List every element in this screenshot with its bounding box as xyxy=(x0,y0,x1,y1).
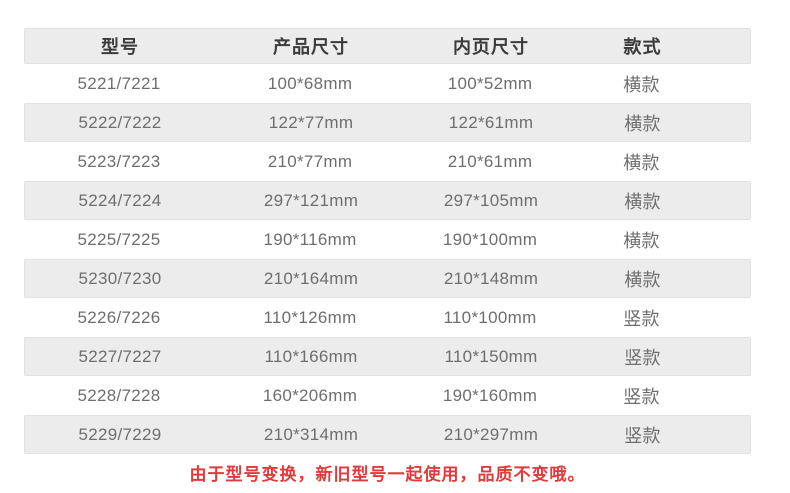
table-row: 5224/7224 297*121mm 297*105mm 横款 xyxy=(24,181,751,220)
model-cell: 5221/7221 xyxy=(77,73,161,93)
product-size-cell: 210*164mm xyxy=(263,268,359,288)
table-row: 5228/7228 160*206mm 190*160mm 竖款 xyxy=(24,376,751,415)
style-cell: 横款 xyxy=(623,74,660,95)
product-size-cell: 122*77mm xyxy=(268,112,354,132)
product-size-cell: 160*206mm xyxy=(262,385,358,405)
style-cell: 竖款 xyxy=(623,308,660,329)
product-size-cell: 210*314mm xyxy=(263,424,359,444)
model-cell: 5230/7230 xyxy=(78,268,162,288)
model-cell: 5224/7224 xyxy=(78,190,162,210)
style-cell: 竖款 xyxy=(624,347,661,368)
product-size-cell: 210*77mm xyxy=(267,151,353,171)
inner-size-cell: 210*148mm xyxy=(443,268,539,288)
inner-size-cell: 297*105mm xyxy=(443,190,539,210)
style-cell: 横款 xyxy=(624,191,661,212)
inner-size-cell: 210*61mm xyxy=(447,151,533,171)
table-row: 5225/7225 190*116mm 190*100mm 横款 xyxy=(24,220,751,259)
style-cell: 横款 xyxy=(623,230,660,251)
model-change-note: 由于型号变换，新旧型号一起使用，品质不变哦。 xyxy=(189,465,586,484)
table-row: 5229/7229 210*314mm 210*297mm 竖款 xyxy=(24,415,751,454)
header-style: 款式 xyxy=(623,37,662,57)
header-inner-size: 内页尺寸 xyxy=(453,37,529,57)
model-cell: 5227/7227 xyxy=(78,346,162,366)
table-header-row: 型号 产品尺寸 内页尺寸 款式 xyxy=(24,28,751,64)
style-cell: 横款 xyxy=(624,113,661,134)
model-cell: 5222/7222 xyxy=(78,112,162,132)
model-cell: 5225/7225 xyxy=(77,229,161,249)
product-size-cell: 190*116mm xyxy=(263,229,357,249)
inner-size-cell: 190*100mm xyxy=(442,229,538,249)
product-size-cell: 110*126mm xyxy=(263,307,357,327)
model-cell: 5226/7226 xyxy=(77,307,161,327)
header-product-size: 产品尺寸 xyxy=(273,37,349,57)
inner-size-cell: 100*52mm xyxy=(447,73,533,93)
table-row: 5230/7230 210*164mm 210*148mm 横款 xyxy=(24,259,751,298)
inner-size-cell: 190*160mm xyxy=(442,385,538,405)
product-size-cell: 297*121mm xyxy=(263,190,359,210)
product-size-cell: 100*68mm xyxy=(267,73,353,93)
spec-table: 型号 产品尺寸 内页尺寸 款式 5221/7221 100*68mm 100*5… xyxy=(24,28,751,454)
model-cell: 5223/7223 xyxy=(77,151,161,171)
style-cell: 竖款 xyxy=(623,386,660,407)
style-cell: 竖款 xyxy=(624,425,661,446)
inner-size-cell: 210*297mm xyxy=(443,424,539,444)
header-model: 型号 xyxy=(101,37,139,57)
product-size-cell: 110*166mm xyxy=(264,346,358,366)
inner-size-cell: 110*100mm xyxy=(443,307,537,327)
table-row: 5227/7227 110*166mm 110*150mm 竖款 xyxy=(24,337,751,376)
table-row: 5222/7222 122*77mm 122*61mm 横款 xyxy=(24,103,751,142)
model-cell: 5229/7229 xyxy=(78,424,162,444)
model-cell: 5228/7228 xyxy=(77,385,161,405)
table-row: 5221/7221 100*68mm 100*52mm 横款 xyxy=(24,64,751,103)
inner-size-cell: 110*150mm xyxy=(444,346,538,366)
table-row: 5226/7226 110*126mm 110*100mm 竖款 xyxy=(24,298,751,337)
inner-size-cell: 122*61mm xyxy=(448,112,534,132)
table-row: 5223/7223 210*77mm 210*61mm 横款 xyxy=(24,142,751,181)
style-cell: 横款 xyxy=(623,152,660,173)
style-cell: 横款 xyxy=(624,269,661,290)
